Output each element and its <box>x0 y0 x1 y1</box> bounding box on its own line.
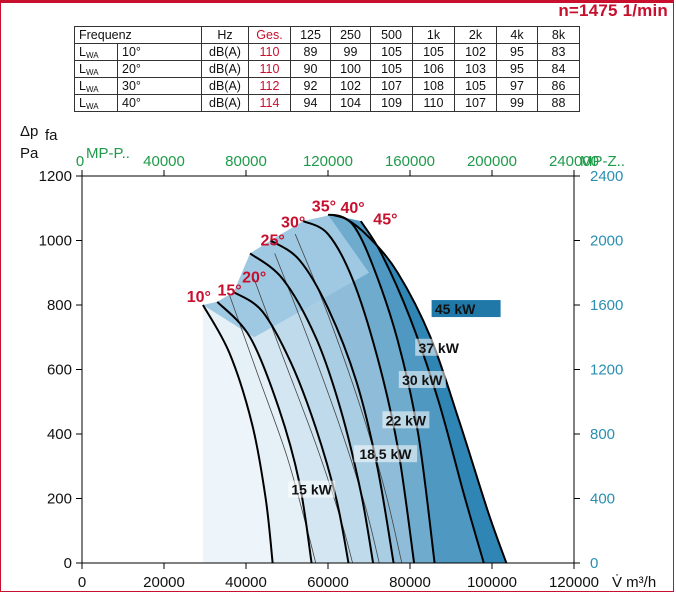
y-axis-unit: Pa <box>20 145 39 162</box>
noise-table: Frequenz Hz Ges. 125 250 500 1k 2k 4k 8k… <box>74 26 580 112</box>
top-tick-label: 200000 <box>467 153 517 170</box>
power-label-bg <box>431 300 501 318</box>
speed-label: n=1475 1/min <box>558 1 668 20</box>
y-axis-label-sub: fa <box>45 127 58 144</box>
y-tick-label: 400 <box>47 426 72 443</box>
band-40deg <box>332 214 484 563</box>
power-label-bg <box>382 411 430 429</box>
top-tick-label: 0 <box>76 153 84 170</box>
x-tick-label: 60000 <box>307 574 349 591</box>
y-tick-label: 0 <box>64 555 72 572</box>
noise-table-row: LWA 40° dB(A) 114 94 104 109 110 107 99 … <box>74 94 580 112</box>
x-tick-label: 80000 <box>389 574 431 591</box>
right-tick-label: 1600 <box>590 297 623 314</box>
row-ges: 110 <box>248 60 291 78</box>
row-value: 95 <box>496 43 538 61</box>
row-value: 84 <box>537 60 580 78</box>
row-unit: dB(A) <box>201 77 249 95</box>
y-tick-label: 600 <box>47 362 72 379</box>
header-cell: 250 <box>330 26 371 44</box>
curve-15deg <box>216 301 313 564</box>
top-tick-label: 120000 <box>303 153 353 170</box>
row-value: 107 <box>454 94 497 112</box>
top-axis-label-right: MP-Z.. <box>580 153 625 170</box>
x-tick-label: 20000 <box>143 574 185 591</box>
row-unit: dB(A) <box>201 94 249 112</box>
row-value: 110 <box>412 94 455 112</box>
blade-angle-label: 30° <box>281 215 305 232</box>
row-value: 105 <box>370 43 413 61</box>
power-label: 18,5 kW <box>359 446 412 462</box>
power-line-0 <box>229 295 317 564</box>
band-25deg <box>250 240 394 563</box>
power-label: 30 kW <box>402 372 443 388</box>
power-label: 45 kW <box>435 301 476 317</box>
right-tick-label: 2000 <box>590 233 623 250</box>
right-tick-label: 400 <box>590 491 615 508</box>
power-label: 15 kW <box>291 482 332 498</box>
row-value: 109 <box>370 94 413 112</box>
y-axis-label: Δp <box>20 123 38 140</box>
row-ges: 112 <box>248 77 291 95</box>
band-45deg <box>328 214 507 563</box>
top-tick-label: 80000 <box>225 153 267 170</box>
blade-angle-label: 20° <box>242 269 266 286</box>
header-cell: 1k <box>412 26 455 44</box>
row-unit: dB(A) <box>201 60 249 78</box>
power-label-bg <box>398 371 446 389</box>
row-value: 88 <box>537 94 580 112</box>
blade-angle-label: 40° <box>340 200 364 217</box>
y-tick-label: 800 <box>47 297 72 314</box>
x-axis-label: V̇ m³/h <box>612 574 656 591</box>
band-20deg <box>233 253 374 563</box>
top-axis-label-left: MP-P.. <box>86 145 130 162</box>
curve-45deg <box>359 220 485 564</box>
band-35deg <box>303 214 435 563</box>
curve-10deg <box>202 304 274 564</box>
noise-table-row: LWA 30° dB(A) 112 92 102 107 108 105 97 … <box>74 77 580 95</box>
band-base <box>202 305 273 563</box>
right-tick-label: 0 <box>590 555 598 572</box>
right-tick-label: 1200 <box>590 362 623 379</box>
right-tick-label: 800 <box>590 426 615 443</box>
power-label: 37 kW <box>418 340 459 356</box>
blade-angle-label: 25° <box>261 232 285 249</box>
power-label: 22 kW <box>386 412 427 428</box>
blade-angle-label: 10° <box>187 289 211 306</box>
x-tick-label: 0 <box>78 574 86 591</box>
y-tick-label: 1200 <box>39 168 72 185</box>
row-value: 108 <box>412 77 455 95</box>
row-value: 105 <box>370 60 413 78</box>
top-tick-label: 40000 <box>143 153 185 170</box>
y-tick-label: 1000 <box>39 233 72 250</box>
row-label: LWA <box>74 94 118 112</box>
power-label-bg <box>353 445 418 463</box>
top-tick-label: 240000 <box>549 153 599 170</box>
curve-35deg <box>302 220 416 564</box>
row-value: 94 <box>290 94 331 112</box>
right-tick-label: 2400 <box>590 168 623 185</box>
top-tick-label: 160000 <box>385 153 435 170</box>
curve-30deg <box>270 239 395 564</box>
power-label-bg <box>415 338 463 356</box>
blade-angle-label: 15° <box>217 282 241 299</box>
cap-region <box>202 214 369 338</box>
power-label-bg <box>288 480 336 498</box>
curve-25deg <box>249 252 375 564</box>
noise-table-row: LWA 10° dB(A) 110 89 99 105 105 102 95 8… <box>74 43 580 61</box>
blade-angle-label: 35° <box>312 198 336 215</box>
y-tick-label: 200 <box>47 491 72 508</box>
blade-angle-label: 45° <box>373 211 397 228</box>
band-10deg <box>202 301 312 563</box>
curve-40deg <box>331 213 436 564</box>
noise-table-header: Frequenz Hz Ges. 125 250 500 1k 2k 4k 8k <box>74 26 580 44</box>
x-tick-label: 120000 <box>549 574 599 591</box>
power-line-2 <box>274 253 380 564</box>
curve-limit <box>327 213 508 564</box>
x-tick-label: 40000 <box>225 574 267 591</box>
x-tick-label: 100000 <box>467 574 517 591</box>
curve-20deg <box>233 291 350 564</box>
